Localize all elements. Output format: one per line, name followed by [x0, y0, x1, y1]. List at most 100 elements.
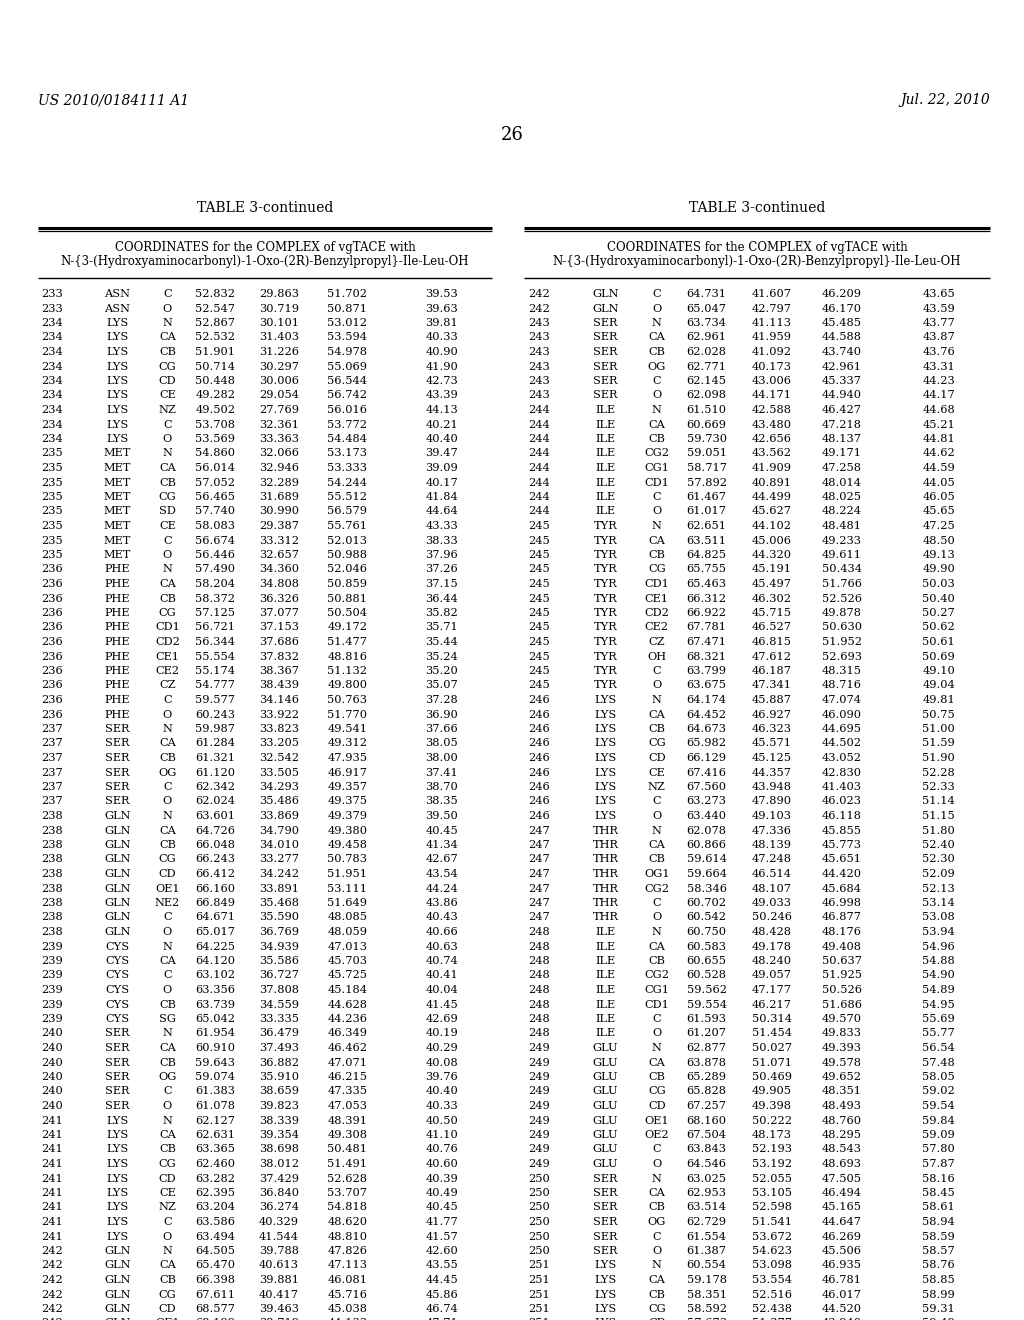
Text: 54.860: 54.860 — [196, 449, 236, 458]
Text: 41.092: 41.092 — [752, 347, 792, 356]
Text: CB: CB — [648, 854, 666, 865]
Text: 63.586: 63.586 — [196, 1217, 236, 1228]
Text: 49.233: 49.233 — [822, 536, 862, 545]
Text: SER: SER — [105, 1101, 130, 1111]
Text: LYS: LYS — [106, 1173, 129, 1184]
Text: 64.452: 64.452 — [687, 710, 727, 719]
Text: 47.258: 47.258 — [822, 463, 862, 473]
Text: 238: 238 — [41, 898, 62, 908]
Text: 56.014: 56.014 — [196, 463, 236, 473]
Text: 48.176: 48.176 — [822, 927, 862, 937]
Text: GLN: GLN — [592, 304, 618, 314]
Text: 54.96: 54.96 — [923, 941, 955, 952]
Text: CG1: CG1 — [644, 463, 670, 473]
Text: 40.173: 40.173 — [752, 362, 792, 371]
Text: 49.380: 49.380 — [327, 825, 368, 836]
Text: 57.740: 57.740 — [196, 507, 236, 516]
Text: 48.50: 48.50 — [923, 536, 955, 545]
Text: 46.081: 46.081 — [327, 1275, 368, 1284]
Text: 44.23: 44.23 — [923, 376, 955, 385]
Text: N: N — [652, 405, 662, 414]
Text: 236: 236 — [41, 681, 62, 690]
Text: 58.59: 58.59 — [923, 1232, 955, 1242]
Text: GLU: GLU — [593, 1072, 618, 1082]
Text: 238: 238 — [41, 927, 62, 937]
Text: 37.66: 37.66 — [425, 723, 458, 734]
Text: 249: 249 — [528, 1144, 550, 1155]
Text: 50.881: 50.881 — [327, 594, 368, 603]
Text: CG: CG — [159, 492, 176, 502]
Text: LYS: LYS — [594, 1290, 616, 1299]
Text: C: C — [163, 696, 172, 705]
Text: 65.470: 65.470 — [196, 1261, 236, 1270]
Text: 243: 243 — [528, 347, 550, 356]
Text: 49.408: 49.408 — [822, 941, 862, 952]
Text: 38.33: 38.33 — [425, 536, 458, 545]
Text: GLN: GLN — [104, 810, 131, 821]
Text: C: C — [652, 1014, 662, 1024]
Text: OG: OG — [647, 362, 666, 371]
Text: CD: CD — [159, 1173, 176, 1184]
Text: 53.105: 53.105 — [752, 1188, 792, 1199]
Text: N: N — [652, 318, 662, 327]
Text: 63.356: 63.356 — [196, 985, 236, 995]
Text: 51.477: 51.477 — [327, 638, 368, 647]
Text: LYS: LYS — [106, 1115, 129, 1126]
Text: 41.84: 41.84 — [425, 492, 458, 502]
Text: CE: CE — [648, 767, 666, 777]
Text: GLU: GLU — [593, 1043, 618, 1053]
Text: 234: 234 — [41, 347, 62, 356]
Text: LYS: LYS — [594, 1319, 616, 1320]
Text: 37.808: 37.808 — [259, 985, 299, 995]
Text: 59.54: 59.54 — [923, 1101, 955, 1111]
Text: 249: 249 — [528, 1086, 550, 1097]
Text: 29.054: 29.054 — [259, 391, 299, 400]
Text: 56.544: 56.544 — [327, 376, 368, 385]
Text: 62.961: 62.961 — [687, 333, 727, 342]
Text: 62.771: 62.771 — [687, 362, 727, 371]
Text: TABLE 3-continued: TABLE 3-continued — [689, 201, 825, 215]
Text: 49.13: 49.13 — [923, 550, 955, 560]
Text: LYS: LYS — [106, 1130, 129, 1140]
Text: 61.383: 61.383 — [196, 1086, 236, 1097]
Text: 234: 234 — [41, 391, 62, 400]
Text: 51.454: 51.454 — [752, 1028, 792, 1039]
Text: 50.783: 50.783 — [327, 854, 368, 865]
Text: 67.504: 67.504 — [687, 1130, 727, 1140]
Text: CB: CB — [648, 723, 666, 734]
Text: 55.512: 55.512 — [327, 492, 368, 502]
Text: N: N — [163, 810, 172, 821]
Text: 50.481: 50.481 — [327, 1144, 368, 1155]
Text: 55.77: 55.77 — [923, 1028, 955, 1039]
Text: 41.77: 41.77 — [425, 1217, 458, 1228]
Text: 48.351: 48.351 — [822, 1086, 862, 1097]
Text: 46.209: 46.209 — [822, 289, 862, 300]
Text: 52.33: 52.33 — [923, 781, 955, 792]
Text: SER: SER — [105, 738, 130, 748]
Text: 35.82: 35.82 — [425, 609, 458, 618]
Text: 60.542: 60.542 — [687, 912, 727, 923]
Text: CB: CB — [159, 999, 176, 1010]
Text: 50.222: 50.222 — [752, 1115, 792, 1126]
Text: TYR: TYR — [594, 521, 617, 531]
Text: 62.631: 62.631 — [196, 1130, 236, 1140]
Text: 33.505: 33.505 — [259, 767, 299, 777]
Text: 42.961: 42.961 — [822, 362, 862, 371]
Text: 38.367: 38.367 — [259, 667, 299, 676]
Text: 54.623: 54.623 — [752, 1246, 792, 1257]
Text: 46.917: 46.917 — [327, 767, 368, 777]
Text: 51.90: 51.90 — [923, 752, 955, 763]
Text: 59.730: 59.730 — [687, 434, 727, 444]
Text: 67.416: 67.416 — [687, 767, 727, 777]
Text: O: O — [163, 1232, 172, 1242]
Text: C: C — [652, 289, 662, 300]
Text: 38.012: 38.012 — [259, 1159, 299, 1170]
Text: LYS: LYS — [106, 1159, 129, 1170]
Text: 47.505: 47.505 — [822, 1173, 862, 1184]
Text: 237: 237 — [41, 723, 62, 734]
Text: 51.952: 51.952 — [822, 638, 862, 647]
Text: 250: 250 — [528, 1188, 550, 1199]
Text: N: N — [652, 1173, 662, 1184]
Text: 49.10: 49.10 — [923, 667, 955, 676]
Text: Jul. 22, 2010: Jul. 22, 2010 — [900, 92, 990, 107]
